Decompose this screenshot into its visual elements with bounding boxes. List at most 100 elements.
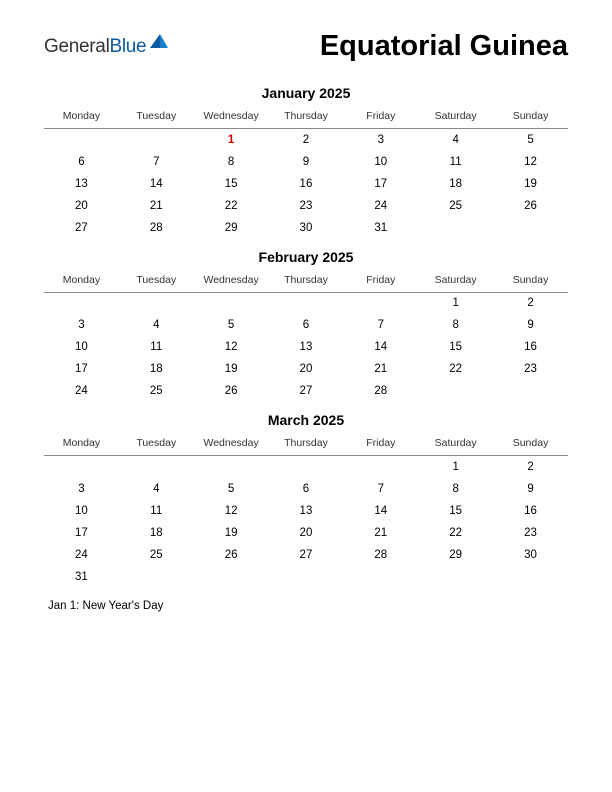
calendar-cell: 24 <box>44 544 119 566</box>
brand-name-part2: Blue <box>110 36 147 57</box>
calendar-cell: 21 <box>343 358 418 380</box>
calendar-cell: 21 <box>343 522 418 544</box>
calendar-row: 2728293031 <box>44 217 568 239</box>
calendar-row: 3456789 <box>44 314 568 336</box>
calendar-row: 10111213141516 <box>44 336 568 358</box>
calendar-cell: 12 <box>194 336 269 358</box>
calendar-cell: 23 <box>493 358 568 380</box>
day-header: Wednesday <box>194 271 269 293</box>
calendar-cell: 16 <box>493 336 568 358</box>
holiday-notes: Jan 1: New Year's Day <box>44 600 568 612</box>
calendar-cell: 1 <box>194 129 269 151</box>
calendar-cell: 7 <box>343 314 418 336</box>
month-title: March 2025 <box>44 412 568 428</box>
calendar-cell: 3 <box>44 478 119 500</box>
calendar-cell <box>119 566 194 588</box>
calendar-cell: 30 <box>269 217 344 239</box>
month-block: March 2025 MondayTuesdayWednesdayThursday… <box>44 412 568 588</box>
calendar-cell: 2 <box>493 456 568 478</box>
calendar-cell: 1 <box>418 292 493 314</box>
calendar-cell <box>194 566 269 588</box>
calendar-cell: 22 <box>418 358 493 380</box>
calendar-cell: 19 <box>194 358 269 380</box>
day-header: Saturday <box>418 271 493 293</box>
calendar-cell: 4 <box>418 129 493 151</box>
calendar-cell: 8 <box>194 151 269 173</box>
calendar-cell <box>119 129 194 151</box>
calendar-cell: 2 <box>493 292 568 314</box>
calendar-cell: 20 <box>269 522 344 544</box>
page-header: GeneralBlue Equatorial Guinea <box>44 30 568 63</box>
calendar-cell <box>493 566 568 588</box>
page-title: Equatorial Guinea <box>320 30 568 63</box>
brand-name-part1: General <box>44 36 110 57</box>
calendar-cell <box>343 292 418 314</box>
calendar-cell: 16 <box>493 500 568 522</box>
calendar-table: MondayTuesdayWednesdayThursdayFridaySatu… <box>44 107 568 239</box>
calendar-cell <box>418 217 493 239</box>
calendar-cell <box>44 129 119 151</box>
calendar-cell: 28 <box>343 380 418 402</box>
calendar-cell: 25 <box>119 380 194 402</box>
calendar-row: 20212223242526 <box>44 195 568 217</box>
calendar-cell: 9 <box>493 314 568 336</box>
calendar-cell: 15 <box>194 173 269 195</box>
calendar-table: MondayTuesdayWednesdayThursdayFridaySatu… <box>44 271 568 403</box>
day-header: Saturday <box>418 434 493 456</box>
calendar-cell: 15 <box>418 500 493 522</box>
calendar-cell: 7 <box>119 151 194 173</box>
calendar-cell <box>418 380 493 402</box>
day-header: Friday <box>343 107 418 129</box>
calendar-cell: 31 <box>44 566 119 588</box>
day-header: Monday <box>44 107 119 129</box>
day-header: Wednesday <box>194 107 269 129</box>
calendar-cell: 10 <box>343 151 418 173</box>
calendar-cell <box>194 292 269 314</box>
day-header: Thursday <box>269 107 344 129</box>
calendar-cell: 10 <box>44 336 119 358</box>
calendar-cell: 6 <box>44 151 119 173</box>
calendar-cell: 25 <box>119 544 194 566</box>
calendar-cell: 17 <box>44 522 119 544</box>
brand-triangle-icon <box>148 30 170 52</box>
calendar-table: MondayTuesdayWednesdayThursdayFridaySatu… <box>44 434 568 588</box>
calendar-cell <box>269 566 344 588</box>
day-header: Monday <box>44 271 119 293</box>
calendar-cell: 6 <box>269 478 344 500</box>
calendar-cell: 16 <box>269 173 344 195</box>
calendar-cell: 27 <box>269 544 344 566</box>
calendar-cell: 11 <box>119 500 194 522</box>
calendar-cell: 7 <box>343 478 418 500</box>
day-header: Tuesday <box>119 434 194 456</box>
calendar-cell: 9 <box>269 151 344 173</box>
calendar-cell: 5 <box>493 129 568 151</box>
calendar-cell: 8 <box>418 314 493 336</box>
calendar-row: 3456789 <box>44 478 568 500</box>
calendar-cell: 2 <box>269 129 344 151</box>
calendar-cell: 1 <box>418 456 493 478</box>
day-header: Sunday <box>493 107 568 129</box>
calendar-cell: 29 <box>418 544 493 566</box>
calendar-cell: 29 <box>194 217 269 239</box>
calendar-row: 12 <box>44 292 568 314</box>
calendar-cell: 28 <box>343 544 418 566</box>
holiday-note: Jan 1: New Year's Day <box>48 600 568 612</box>
calendar-cell: 13 <box>44 173 119 195</box>
calendar-cell <box>493 217 568 239</box>
day-header: Thursday <box>269 434 344 456</box>
calendar-row: 17181920212223 <box>44 522 568 544</box>
calendar-cell: 27 <box>44 217 119 239</box>
calendar-cell <box>44 292 119 314</box>
calendar-cell: 15 <box>418 336 493 358</box>
calendar-cell: 25 <box>418 195 493 217</box>
day-header: Tuesday <box>119 271 194 293</box>
calendar-cell: 31 <box>343 217 418 239</box>
calendar-cell: 20 <box>269 358 344 380</box>
brand-name: GeneralBlue <box>44 36 146 58</box>
calendar-cell: 19 <box>194 522 269 544</box>
months-container: January 2025MondayTuesdayWednesdayThursd… <box>44 85 568 588</box>
day-header: Monday <box>44 434 119 456</box>
calendar-row: 13141516171819 <box>44 173 568 195</box>
calendar-cell: 24 <box>44 380 119 402</box>
calendar-cell: 27 <box>269 380 344 402</box>
